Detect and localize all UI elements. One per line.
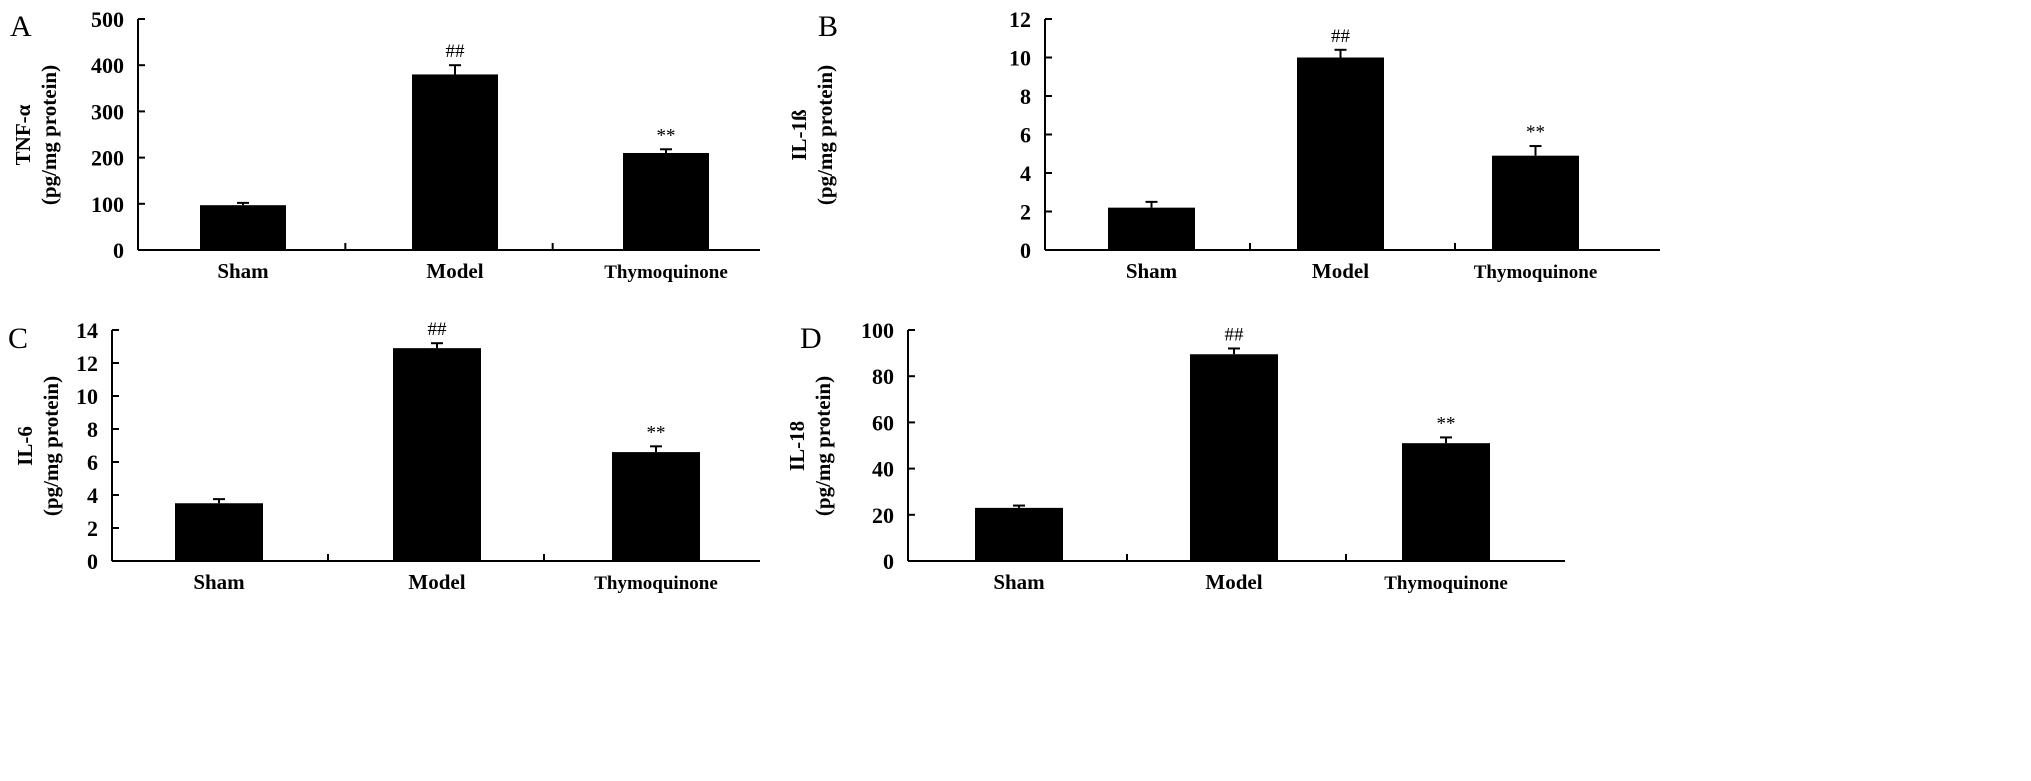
significance-annotation: ** <box>647 422 666 443</box>
bar-sham <box>175 503 263 561</box>
significance-annotation: ## <box>446 41 466 62</box>
y-tick-label: 10 <box>1009 46 1031 71</box>
y-label-line1: IL-6 <box>13 426 37 466</box>
y-label-line1: IL-18 <box>785 421 809 471</box>
y-axis-label: IL-1ß (pg/mg protein) <box>787 65 837 205</box>
x-tick-label: Thymoquinone <box>1474 262 1598 283</box>
y-tick-label: 40 <box>872 457 894 482</box>
x-tick-label: Sham <box>193 570 245 594</box>
y-tick-label: 8 <box>1020 84 1031 109</box>
x-tick-label: Sham <box>1126 259 1178 283</box>
y-tick-label: 80 <box>872 364 894 389</box>
bar-thymoquinone <box>1492 155 1579 250</box>
x-tick-label: Model <box>426 259 483 283</box>
y-tick-label: 4 <box>1020 161 1031 186</box>
y-label-line2: (pg/mg protein) <box>39 376 63 516</box>
bar-model <box>393 348 481 561</box>
y-label-line2: (pg/mg protein) <box>37 65 61 205</box>
x-tick-label: Model <box>1205 570 1262 594</box>
bar-sham <box>1108 207 1195 250</box>
significance-annotation: ** <box>1526 122 1545 143</box>
chart-panel-c: C 0 2 4 6 8 10 12 14 IL-6 (pg/mg protein) Sham ## Mod… <box>8 318 760 594</box>
y-tick-label: 500 <box>91 7 124 32</box>
y-label-line2: (pg/mg protein) <box>811 376 835 516</box>
y-tick-label: 0 <box>87 549 98 574</box>
y-tick-label: 6 <box>1020 123 1031 148</box>
y-tick-label: 20 <box>872 503 894 528</box>
y-tick-label: 100 <box>861 318 894 343</box>
panel-label: B <box>818 10 838 43</box>
y-tick-label: 4 <box>87 483 98 508</box>
y-tick-label: 8 <box>87 417 98 442</box>
y-tick-label: 6 <box>87 450 98 475</box>
significance-annotation: ## <box>1331 26 1351 47</box>
y-tick-label: 14 <box>76 318 98 343</box>
bar-sham <box>200 205 286 250</box>
x-tick-label: Model <box>408 570 465 594</box>
y-tick-label: 2 <box>87 516 98 541</box>
x-tick-label: Sham <box>217 259 269 283</box>
x-tick-label: Sham <box>993 570 1045 594</box>
y-tick-label: 0 <box>1020 238 1031 263</box>
y-tick-label: 100 <box>91 192 124 217</box>
y-axis-label: TNF-α (pg/mg protein) <box>11 65 61 205</box>
bar-sham <box>975 507 1063 561</box>
significance-annotation: ## <box>428 319 448 340</box>
y-label-line2: (pg/mg protein) <box>813 65 837 205</box>
y-label-line1: TNF-α <box>11 104 35 165</box>
y-label-line1: IL-1ß <box>787 109 811 161</box>
y-axis-label: IL-6 (pg/mg protein) <box>13 376 63 516</box>
x-tick-label: Model <box>1312 259 1369 283</box>
bar-model <box>412 74 498 250</box>
y-tick-label: 12 <box>1009 7 1031 32</box>
bar-thymoquinone <box>623 152 709 250</box>
y-tick-label: 2 <box>1020 200 1031 225</box>
bar-thymoquinone <box>1402 443 1490 561</box>
y-tick-label: 400 <box>91 53 124 78</box>
y-tick-label: 12 <box>76 351 98 376</box>
y-tick-label: 0 <box>113 238 124 263</box>
chart-panel-d: D 0 20 40 60 80 100 IL-18 (pg/mg protein) Sham ## M… <box>785 318 1565 594</box>
x-tick-label: Thymoquinone <box>1384 573 1508 594</box>
panel-label: D <box>800 322 822 355</box>
y-tick-label: 10 <box>76 384 98 409</box>
panel-label: C <box>8 322 28 355</box>
significance-annotation: ## <box>1225 324 1245 345</box>
bar-model <box>1297 57 1384 250</box>
bar-thymoquinone <box>612 452 700 561</box>
y-tick-label: 300 <box>91 99 124 124</box>
x-tick-label: Thymoquinone <box>604 262 728 283</box>
y-tick-label: 0 <box>883 549 894 574</box>
y-tick-label: 200 <box>91 146 124 171</box>
panel-label: A <box>10 10 32 43</box>
chart-panel-a: A 0 100 200 300 400 500 TNF-α (pg/mg protein) Sha… <box>10 7 760 283</box>
significance-annotation: ** <box>657 125 676 146</box>
y-axis-label: IL-18 (pg/mg protein) <box>785 376 835 516</box>
chart-panel-b: B 0 2 4 6 8 10 12 IL-1ß (pg/mg protein) Sham ## Mode… <box>787 7 1660 283</box>
bar-model <box>1190 354 1278 561</box>
significance-annotation: ** <box>1437 413 1456 434</box>
x-tick-label: Thymoquinone <box>594 573 718 594</box>
y-tick-label: 60 <box>872 410 894 435</box>
